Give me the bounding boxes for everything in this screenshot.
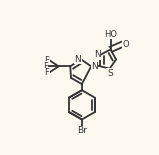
Text: O: O <box>123 40 130 49</box>
Text: F: F <box>43 62 48 71</box>
Text: F: F <box>45 68 49 77</box>
Text: F: F <box>45 56 49 65</box>
Text: HO: HO <box>104 30 117 39</box>
Text: N: N <box>91 62 98 71</box>
Text: N: N <box>74 55 81 64</box>
Text: Br: Br <box>77 126 87 135</box>
Text: N: N <box>94 50 100 59</box>
Text: S: S <box>107 69 113 78</box>
